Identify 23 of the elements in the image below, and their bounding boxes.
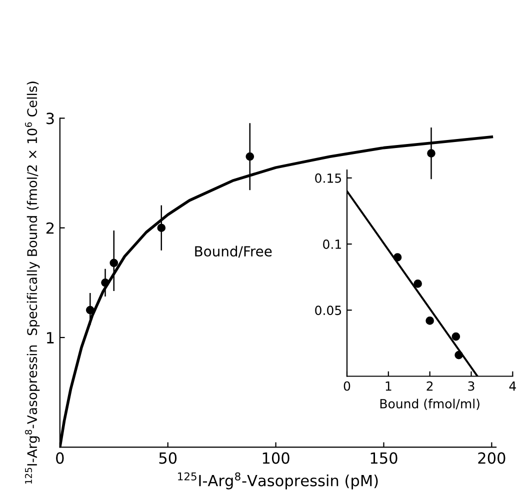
x-tick-label: 2 [426, 381, 433, 391]
y-tick-label: 1 [47, 332, 54, 344]
y-tick-label: 0.15 [315, 173, 342, 183]
x-tick-label: 100 [262, 452, 290, 464]
y-tick-label: 2 [46, 222, 54, 234]
y-tick-label: 3 [46, 112, 54, 124]
x-axis-title: $^{125}$I-Arg$^{8}$-Vasopressin (pM) [178, 472, 378, 490]
x-tick-label: 1 [386, 381, 392, 391]
point [414, 280, 422, 288]
point [452, 332, 460, 341]
point [426, 316, 434, 325]
x-tick-label: 0 [56, 452, 64, 464]
x-tick-label: 0 [344, 381, 350, 391]
x-tick-label: 200 [478, 452, 506, 464]
x-tick-label: 4 [509, 381, 516, 391]
y-axis-title: Bound/Free [195, 246, 272, 258]
x-tick-label: 3 [468, 381, 474, 391]
x-axis-title: Bound (fmol/ml) [380, 398, 480, 410]
y-axis-title: $^{125}$I-Arg$^{8}$-Vasopressin Specifically Bound (fmol/2 × 10$^{6}$ Cells) [25, 82, 40, 484]
x-tick-label: 50 [159, 452, 177, 464]
y-tick-label: 0.05 [315, 306, 342, 316]
y-tick-label: 0.1 [323, 240, 341, 249]
x-tick-label: 150 [370, 452, 398, 464]
